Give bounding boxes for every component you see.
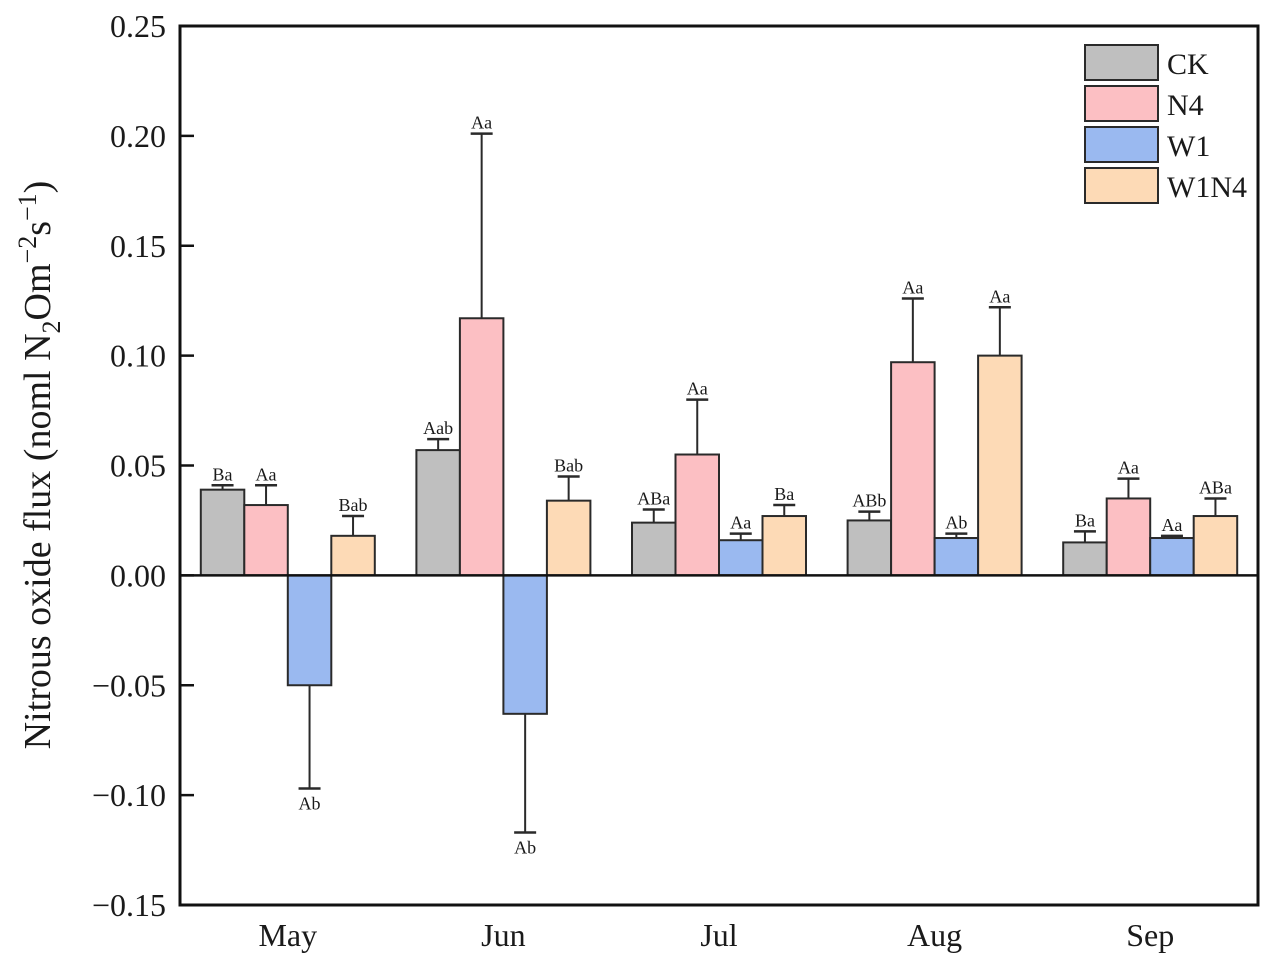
bar-n4-aug: [890, 361, 936, 577]
legend-swatch-n4: [1084, 85, 1159, 122]
bar-n4-may: [243, 504, 289, 577]
legend-swatch-ck: [1084, 44, 1159, 81]
y-axis-title-mid-2: s: [17, 221, 59, 236]
legend-label-w1: W1: [1167, 130, 1210, 163]
significance-label: Aa: [730, 513, 751, 533]
x-category-label: Jul: [700, 917, 737, 953]
significance-label: Aa: [1161, 515, 1182, 535]
legend-swatch-w1n4: [1084, 167, 1159, 204]
significance-label: ABa: [637, 488, 670, 508]
y-axis-title-superscript-2: −1: [13, 193, 42, 221]
significance-label: Ab: [299, 794, 321, 814]
significance-label: Aa: [1118, 458, 1139, 478]
bar-w1n4-may: [330, 534, 376, 577]
bar-w1-jun: [502, 574, 548, 715]
y-tick-label: −0.05: [92, 667, 166, 703]
legend: CK N4 W1 W1N4: [1084, 44, 1247, 204]
bar-w1-may: [286, 574, 333, 687]
bar-w1n4-jun: [545, 499, 592, 577]
bar-n4-jun: [458, 317, 505, 577]
significance-label: Aa: [471, 113, 492, 133]
y-tick-label: 0.15: [110, 228, 166, 264]
y-tick-label: 0.00: [110, 557, 166, 593]
bar-ck-aug: [846, 519, 893, 577]
bar-n4-sep: [1105, 497, 1152, 577]
significance-labels-layer: Ba Aab ABa ABb Ba Aa Aa Aa Aa Aa Ab Ab Aa Ab Aa Bab Bab B…: [213, 113, 1232, 858]
significance-label: ABb: [852, 491, 886, 511]
y-tick-label: 0.25: [110, 8, 166, 44]
bar-w1n4-sep: [1192, 515, 1239, 577]
bar-ck-jul: [631, 521, 677, 577]
y-tick-label: −0.10: [92, 777, 166, 813]
x-category-label: Sep: [1126, 917, 1174, 953]
legend-label-ck: CK: [1167, 48, 1209, 81]
error-bars-layer: [211, 132, 1227, 834]
significance-label: ABa: [1199, 477, 1232, 497]
y-tick-label: 0.20: [110, 118, 166, 154]
significance-label: Aa: [989, 286, 1010, 306]
legend-label-n4: N4: [1167, 89, 1204, 122]
bars-layer: [199, 317, 1239, 715]
y-tick-label: −0.15: [92, 887, 166, 923]
y-axis-title-subscript: 2: [37, 320, 66, 333]
y-tick-label: 0.05: [110, 448, 166, 484]
significance-label: Aab: [423, 418, 453, 438]
bar-ck-sep: [1062, 541, 1108, 577]
significance-label: Aa: [256, 464, 277, 484]
significance-label: Bab: [339, 495, 368, 515]
significance-label: Ba: [774, 484, 794, 504]
y-tick-label: 0.10: [110, 338, 166, 374]
bar-ck-may: [199, 488, 246, 577]
bar-w1-aug: [933, 537, 980, 577]
y-axis-title-superscript-1: −2: [13, 236, 42, 264]
bar-n4-jul: [674, 453, 720, 577]
y-axis-title-suffix: ): [17, 181, 59, 194]
x-category-label: Aug: [907, 917, 962, 953]
bar-w1n4-jul: [761, 515, 807, 577]
y-axis-title: Nitrous oxide flux (noml N2Om−2s−1): [13, 181, 66, 750]
significance-label: Ba: [213, 464, 233, 484]
bar-w1n4-aug: [977, 354, 1023, 577]
significance-label: Ab: [514, 837, 536, 857]
bar-ck-jun: [415, 449, 461, 577]
y-axis-title-prefix: Nitrous oxide flux (noml N: [17, 333, 59, 749]
x-axis: May Jun Jul Aug Sep: [258, 917, 1174, 953]
significance-label: Ab: [945, 513, 967, 533]
significance-label: Bab: [554, 455, 583, 475]
legend-swatch-w1: [1084, 126, 1159, 163]
bar-w1-sep: [1149, 537, 1195, 577]
legend-label-w1n4: W1N4: [1167, 171, 1247, 204]
significance-label: Aa: [687, 379, 708, 399]
y-axis: −0.15 −0.10 −0.05 0.00 0.05 0.10 0.15 0.20 0.25: [92, 8, 194, 923]
significance-label: Ba: [1075, 510, 1095, 530]
x-category-label: May: [258, 917, 317, 953]
y-axis-title-mid: Om: [17, 263, 59, 320]
bar-w1-jul: [718, 539, 764, 577]
x-category-label: Jun: [481, 917, 525, 953]
significance-label: Aa: [902, 277, 923, 297]
